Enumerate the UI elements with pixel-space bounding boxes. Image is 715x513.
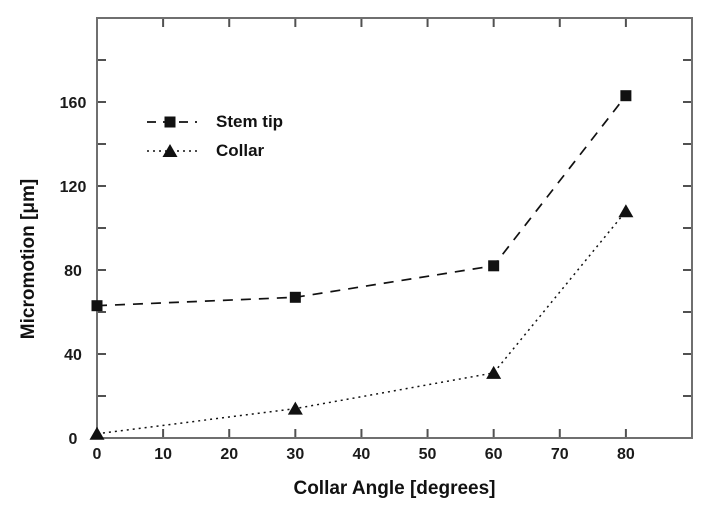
stem-tip-marker [620, 90, 632, 102]
x-tick-label: 0 [93, 446, 102, 463]
stem-tip-marker [289, 291, 301, 303]
y-tick-label: 120 [60, 179, 87, 196]
collar-marker [486, 365, 502, 379]
x-tick-label: 60 [485, 446, 503, 463]
legend-item-stem-tip: Stem tip [146, 107, 283, 136]
x-tick-label: 80 [617, 446, 635, 463]
legend-label-collar: Collar [216, 140, 265, 160]
y-axis-title: Micromotion [μm] [18, 178, 39, 340]
collar-marker [618, 204, 634, 218]
y-tick-label: 0 [69, 431, 78, 448]
x-tick-label: 30 [286, 446, 304, 463]
stem-tip-marker [488, 260, 500, 272]
x-tick-label: 70 [551, 446, 569, 463]
y-tick-label: 80 [64, 263, 82, 280]
stem-tip-series-line [96, 95, 627, 307]
stem-tip-dashed-square-icon [147, 116, 197, 127]
x-tick-label: 20 [220, 446, 238, 463]
stem-tip-marker [91, 300, 103, 312]
legend-item-collar: Collar [146, 136, 283, 165]
legend: Stem tip Collar [146, 107, 283, 165]
chart-frame [96, 17, 693, 439]
collar-marker [89, 426, 105, 440]
x-tick-label: 50 [419, 446, 437, 463]
x-tick-label: 10 [154, 446, 172, 463]
collar-series-line [96, 210, 627, 435]
legend-label-stem-tip: Stem tip [216, 111, 284, 131]
collar-marker [287, 401, 303, 415]
x-tick-label: 40 [353, 446, 371, 463]
x-axis-title: Collar Angle [degrees] [293, 478, 496, 499]
y-tick-label: 40 [64, 347, 82, 364]
y-tick-label: 160 [60, 95, 87, 112]
collar-dotted-triangle-icon [147, 143, 197, 157]
